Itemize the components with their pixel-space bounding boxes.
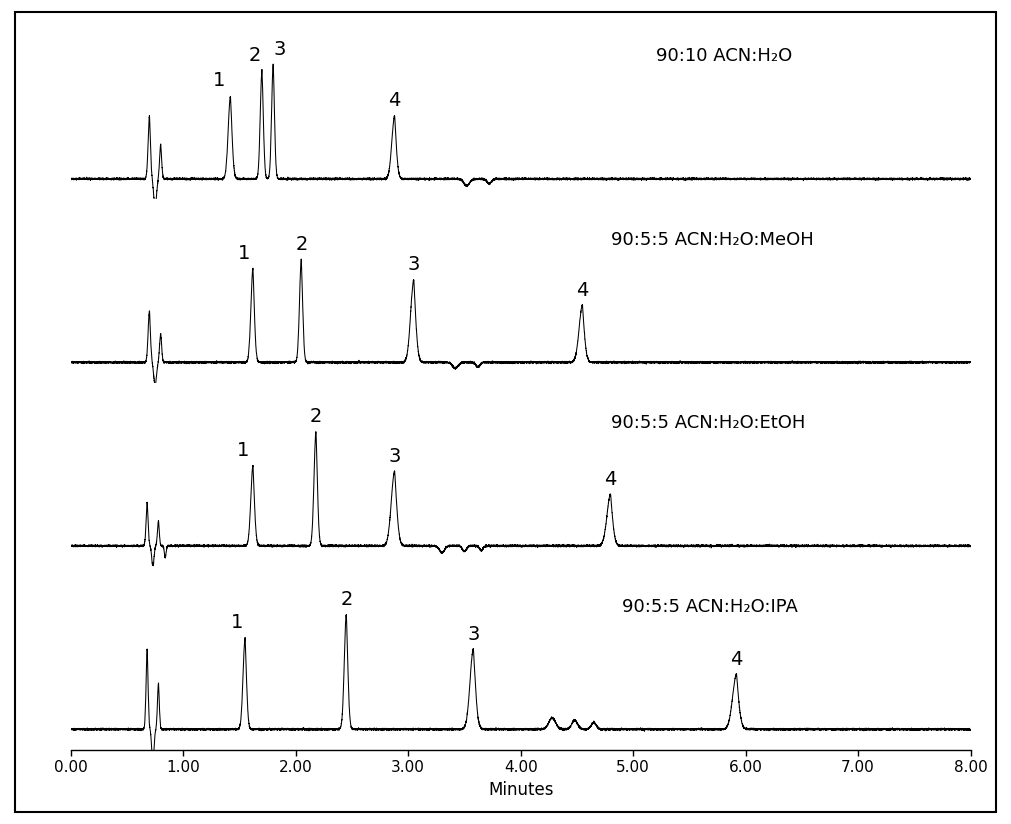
Text: 3: 3: [388, 447, 401, 466]
Text: 3: 3: [274, 40, 286, 59]
Text: 3: 3: [467, 625, 479, 644]
Text: 90:10 ACN:H₂O: 90:10 ACN:H₂O: [655, 47, 792, 65]
Text: 4: 4: [605, 470, 617, 489]
Text: 1: 1: [232, 613, 244, 632]
Text: 4: 4: [576, 280, 588, 300]
X-axis label: Minutes: Minutes: [488, 781, 553, 798]
Text: 90:5:5 ACN:H₂O:MeOH: 90:5:5 ACN:H₂O:MeOH: [611, 231, 814, 249]
Text: 2: 2: [295, 235, 307, 254]
Text: 3: 3: [407, 255, 420, 274]
Text: 1: 1: [237, 441, 249, 460]
Text: 2: 2: [340, 590, 353, 610]
Text: 1: 1: [238, 244, 250, 263]
Text: 4: 4: [388, 91, 401, 110]
Text: 90:5:5 ACN:H₂O:EtOH: 90:5:5 ACN:H₂O:EtOH: [611, 414, 805, 432]
Text: 2: 2: [249, 45, 262, 65]
Text: 1: 1: [213, 71, 225, 90]
Text: 2: 2: [309, 407, 323, 426]
Text: 4: 4: [730, 650, 743, 669]
Text: 90:5:5 ACN:H₂O:IPA: 90:5:5 ACN:H₂O:IPA: [622, 597, 798, 616]
